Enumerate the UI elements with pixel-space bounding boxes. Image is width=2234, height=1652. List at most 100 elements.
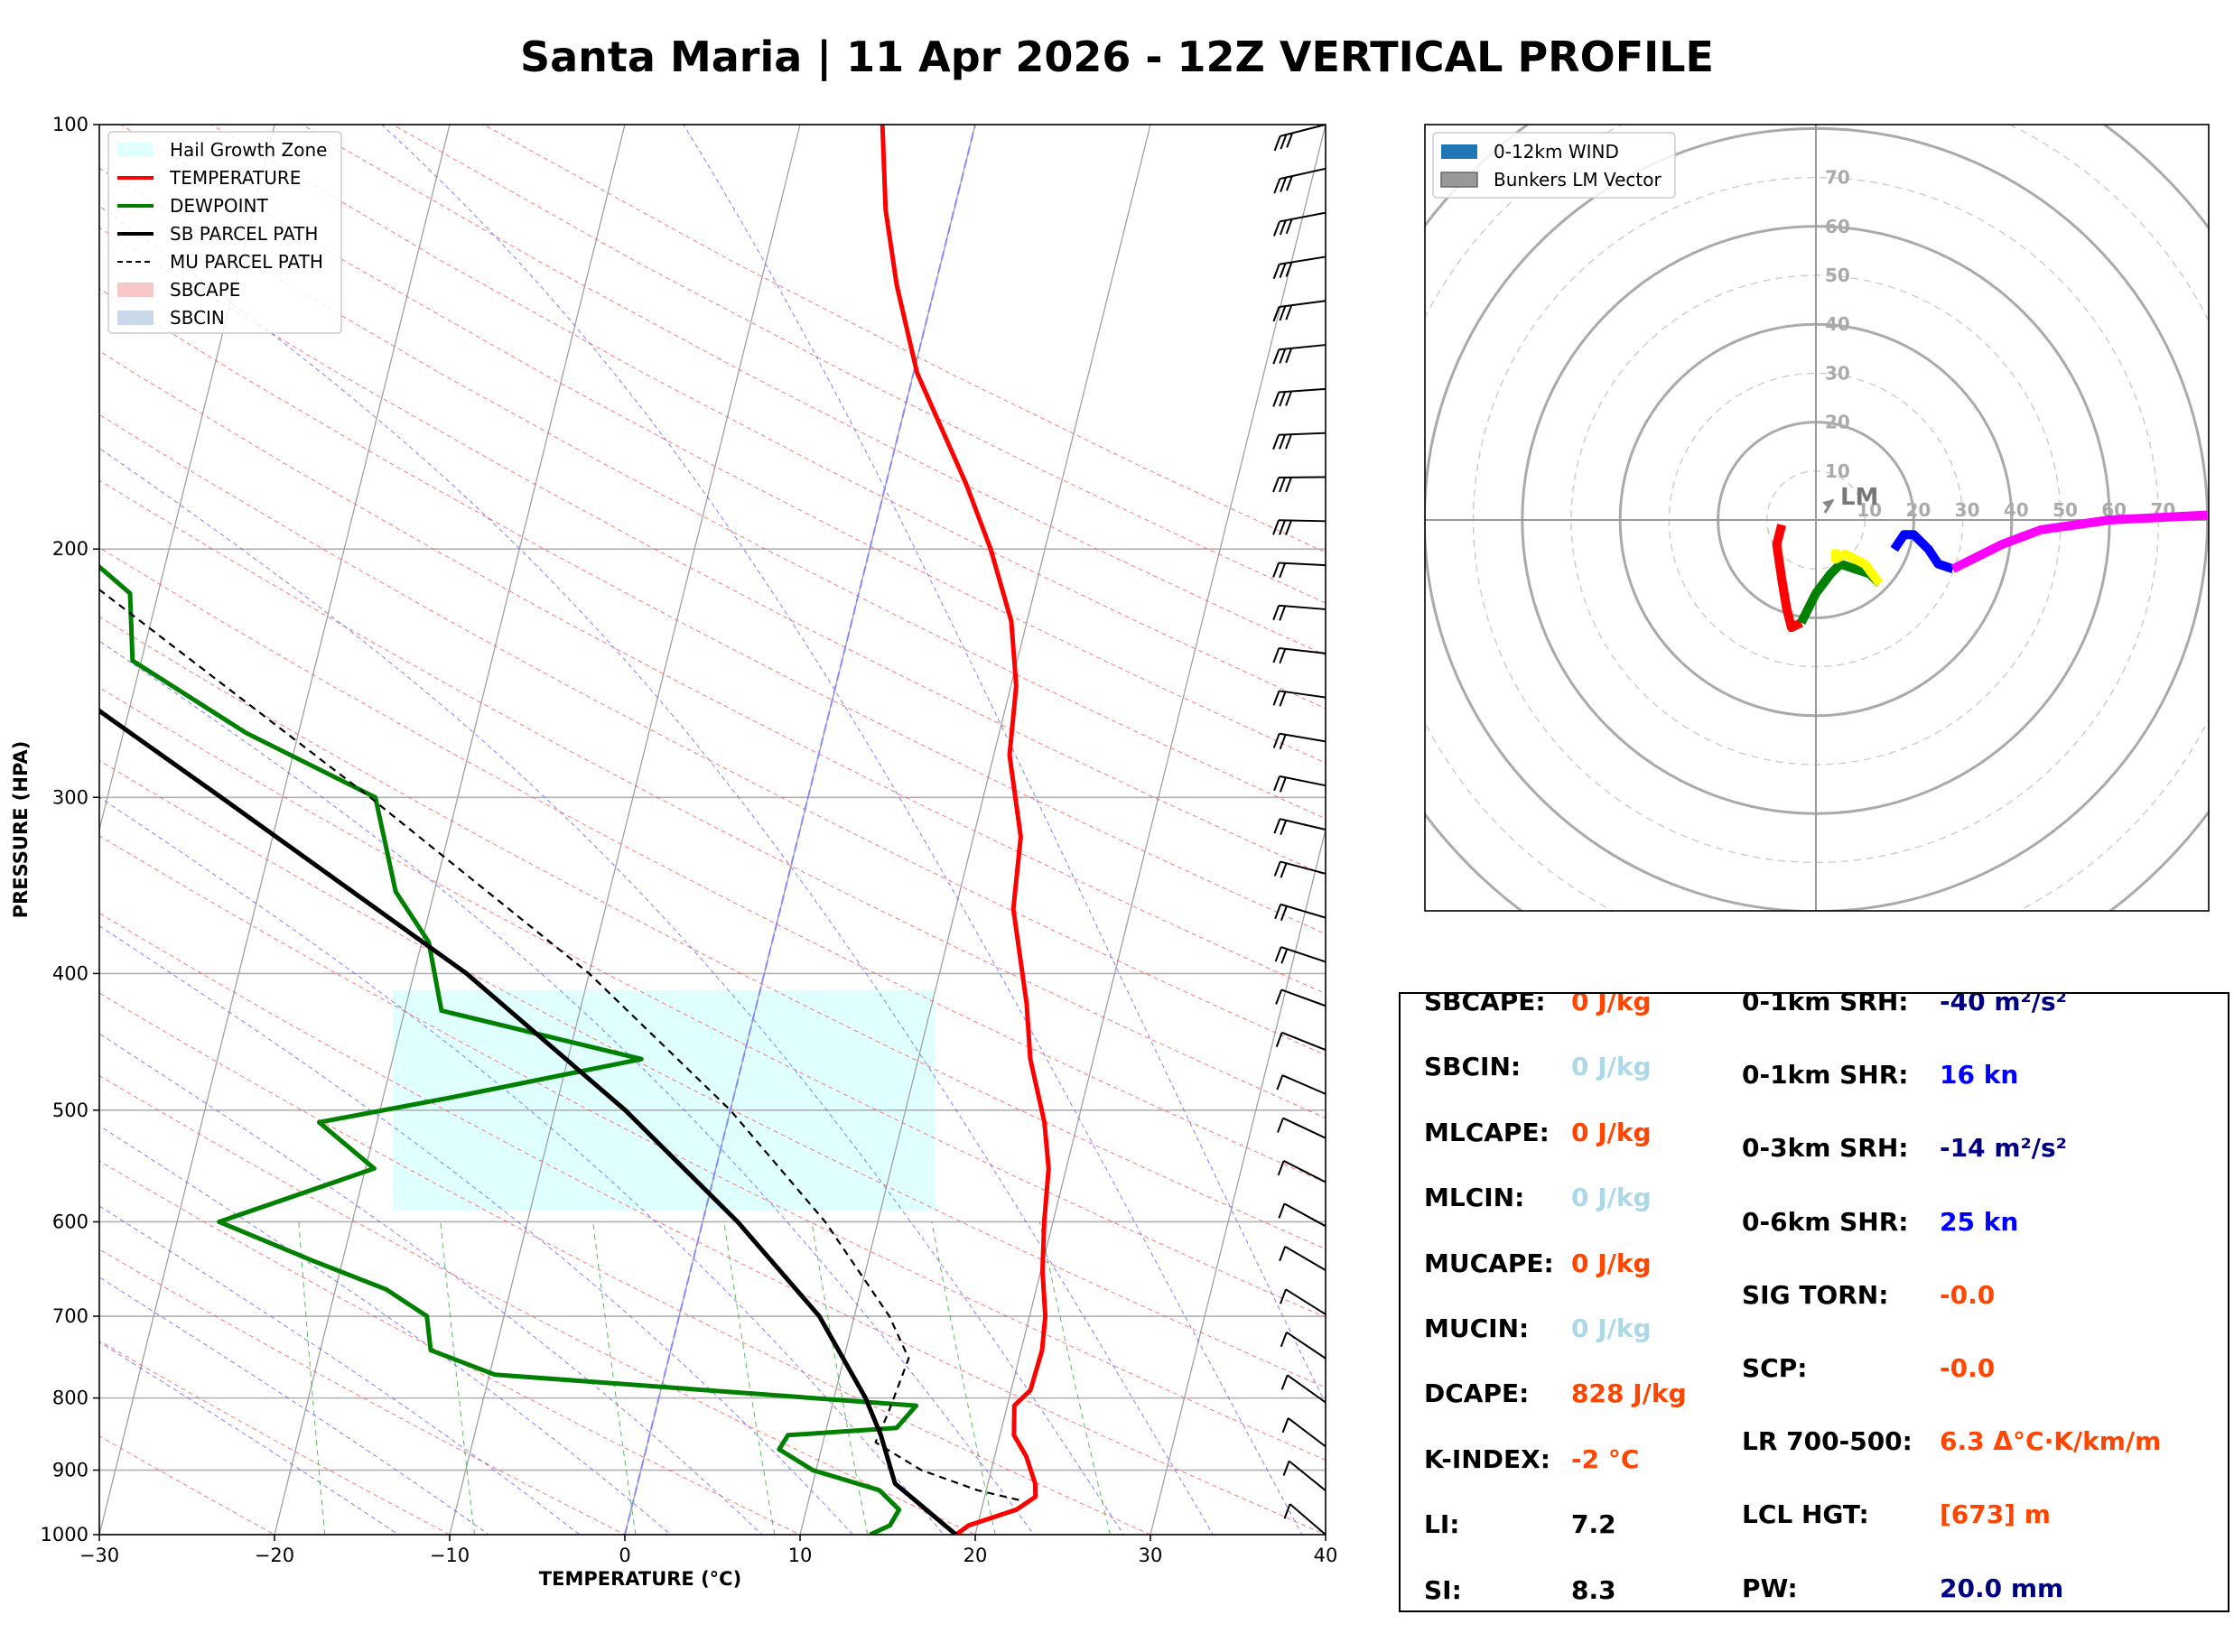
wind-barb — [1272, 476, 1326, 493]
x-axis-label: TEMPERATURE (°C) — [539, 1568, 741, 1590]
wind-barb — [1272, 255, 1326, 280]
legend-label: Bunkers LM Vector — [1494, 169, 1662, 190]
moist-adiabat — [99, 1276, 490, 1535]
stat-value: -14 m²/s² — [1940, 1133, 2067, 1164]
legend-swatch — [1440, 172, 1478, 188]
y-tick-label: 300 — [52, 786, 88, 808]
hodo-ring-label: 50 — [2052, 499, 2078, 521]
wind-barb — [1281, 1417, 1326, 1448]
stat-value: 0 J/kg — [1571, 1248, 1652, 1278]
wind-barb — [1272, 732, 1326, 750]
y-tick-label: 400 — [52, 962, 88, 984]
hodo-ring-label: 70 — [1825, 167, 1850, 189]
wind-barb — [1276, 1074, 1326, 1095]
isotherm — [274, 125, 626, 1535]
x-tick-label: 0 — [619, 1545, 630, 1566]
mixing-ratio-line — [723, 1221, 776, 1535]
wind-barb — [1275, 1031, 1326, 1051]
stat-value: 828 J/kg — [1571, 1378, 1687, 1409]
dry-adiabat — [99, 227, 1326, 877]
hodo-ring-label: 10 — [1825, 460, 1850, 482]
stat-value: 7.2 — [1571, 1509, 1616, 1540]
wind-barb — [1278, 1202, 1326, 1228]
isotherm — [1150, 827, 1326, 1535]
stat-label: LI: — [1424, 1509, 1460, 1540]
hodo-ring-label: 20 — [1825, 412, 1850, 433]
x-tick-label: 40 — [1314, 1545, 1338, 1566]
stat-label: LCL HGT: — [1742, 1499, 1869, 1530]
wind-barb — [1277, 1160, 1326, 1183]
skew-t-legend — [107, 131, 342, 334]
mu-parcel-path-line — [99, 588, 1019, 1501]
moist-adiabat — [99, 1205, 581, 1535]
hodo-ring-label: 60 — [1825, 216, 1850, 237]
isotherm — [974, 125, 1326, 1535]
stat-value: 0 J/kg — [1571, 1117, 1652, 1147]
wind-barb — [1272, 344, 1326, 365]
stat-label: 0-1km SHR: — [1742, 1060, 1909, 1091]
legend-label: MU PARCEL PATH — [170, 251, 323, 273]
y-tick-label: 200 — [52, 538, 88, 560]
wind-barb — [1273, 818, 1326, 836]
wind-barb — [1272, 387, 1326, 407]
y-tick-label: 700 — [52, 1305, 88, 1327]
wind-barb — [1272, 211, 1326, 237]
stat-label: PW: — [1742, 1573, 1798, 1603]
dry-adiabat — [99, 413, 1326, 1056]
stat-label: K-INDEX: — [1424, 1443, 1550, 1474]
sb-parcel-path-line — [99, 708, 958, 1535]
moist-adiabat — [99, 1341, 400, 1535]
stat-value: -0.0 — [1940, 1279, 1996, 1310]
mixing-ratio-line — [298, 1221, 326, 1535]
freezing-isotherm — [624, 125, 976, 1535]
wind-barb — [1275, 988, 1326, 1007]
x-tick-label: 20 — [963, 1545, 988, 1566]
wind-barb — [1280, 1331, 1326, 1360]
y-tick-label: 800 — [52, 1387, 88, 1409]
legend-label: 0-12km WIND — [1494, 141, 1619, 162]
hodo-ring-label: 40 — [1825, 313, 1850, 335]
lm-label: LM — [1840, 484, 1878, 511]
stat-label: 0-1km SRH: — [1742, 992, 1909, 1016]
wind-barb — [1272, 647, 1326, 664]
hodo-segment — [1890, 530, 1955, 573]
dry-adiabat — [99, 912, 1326, 1535]
moist-adiabat — [99, 796, 945, 1535]
legend-label: SBCAPE — [170, 279, 240, 301]
dry-adiabat — [99, 288, 1326, 935]
wind-barb — [1272, 300, 1326, 322]
moist-adiabat — [381, 125, 1303, 1535]
lm-arrowhead — [1821, 499, 1833, 507]
legend-label: Hail Growth Zone — [170, 139, 327, 161]
wind-barb — [1273, 124, 1326, 152]
isotherm — [99, 125, 451, 1535]
wind-barb — [1279, 1245, 1326, 1271]
stat-label: SBCAPE: — [1424, 992, 1546, 1016]
stat-label: SBCIN: — [1424, 1052, 1522, 1082]
hodo-segment — [1772, 524, 1803, 633]
hodo-ring-label: 30 — [1955, 499, 1980, 521]
y-tick-label: 100 — [52, 114, 88, 135]
hodo-ring-label: 30 — [1825, 362, 1850, 384]
hodo-ring — [1229, 0, 2234, 1107]
stat-label: 0-3km SRH: — [1742, 1133, 1909, 1164]
wind-barb — [1273, 860, 1326, 878]
stat-label: MUCIN: — [1424, 1313, 1530, 1343]
hodo-segment — [1950, 510, 2208, 573]
stat-value: -2 °C — [1571, 1443, 1640, 1474]
hodo-legend — [1432, 132, 1676, 199]
wind-barb — [1272, 432, 1326, 450]
wind-barb — [1274, 946, 1326, 964]
x-tick-label: 30 — [1139, 1545, 1163, 1566]
hodo-segment — [1830, 549, 1884, 587]
legend-label: SBCIN — [170, 307, 225, 329]
hodo-ring-label: 20 — [1905, 499, 1931, 521]
x-tick-label: 10 — [788, 1545, 813, 1566]
stat-label: SIG TORN: — [1742, 1279, 1889, 1310]
stat-label: LR 700-500: — [1742, 1426, 1913, 1457]
wind-barb — [1272, 519, 1326, 535]
stat-value: 6.3 Δ°C·K/km/m — [1940, 1426, 2162, 1457]
legend-swatch — [1441, 144, 1477, 159]
isotherm — [99, 125, 275, 832]
lm-vector — [1823, 498, 1835, 514]
